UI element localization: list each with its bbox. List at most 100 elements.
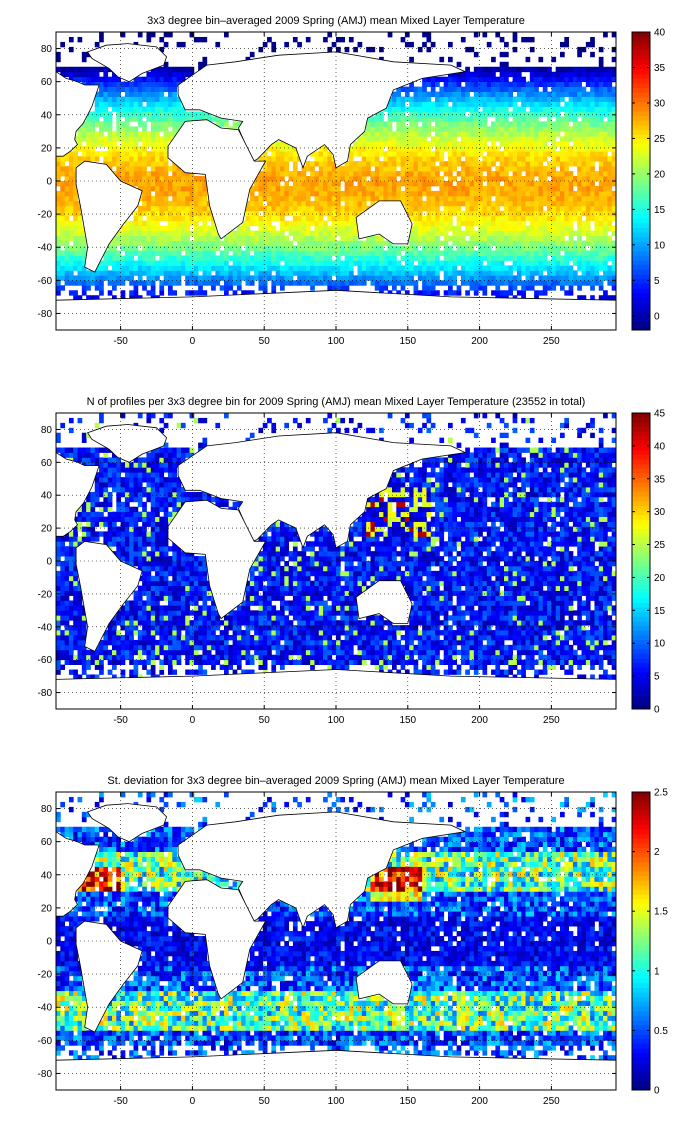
heatmap-cell [348,270,354,276]
heatmap-cell [370,260,376,266]
heatmap-cell [426,649,432,656]
heatmap-cell [297,220,302,227]
heatmap-cell [508,146,514,152]
heatmap-cell [452,669,458,675]
heatmap-cell [400,151,406,157]
heatmap-cell [534,210,539,217]
heatmap-cell [560,280,565,286]
heatmap-cell [357,190,363,197]
heatmap-cell [150,280,156,286]
heatmap-cell [176,210,182,217]
heatmap-cell [275,151,281,157]
heatmap-cell [340,280,346,286]
heatmap-cell [314,255,320,261]
heatmap-cell [271,156,277,162]
heatmap-cell [206,210,212,217]
heatmap-cell [202,56,208,63]
heatmap-cell [142,240,147,246]
heatmap-cell [120,161,126,167]
heatmap-cell [305,181,311,187]
heatmap-cell [499,649,505,656]
heatmap-cell [142,136,147,142]
heatmap-cell [228,654,234,661]
heatmap-cell [56,220,61,227]
heatmap-cell [585,185,591,192]
heatmap-cell [249,205,255,212]
heatmap-cell [499,195,505,202]
heatmap-cell [68,220,74,227]
heatmap-cell [172,255,178,261]
heatmap-cell [155,275,160,281]
heatmap-cell [301,230,307,237]
heatmap-cell [172,654,178,661]
heatmap-cell [392,96,397,102]
heatmap-cell [292,190,298,197]
heatmap-cell [478,136,483,142]
heatmap-cell [193,275,199,281]
heatmap-cell [318,649,324,656]
heatmap-cell [611,270,616,276]
heatmap-cell [611,205,616,212]
heatmap-cell [465,240,470,246]
heatmap-cell [193,215,199,222]
heatmap-cell [176,176,182,182]
heatmap-cell [499,245,505,251]
heatmap-cell [383,649,389,656]
heatmap-cell [94,270,100,276]
heatmap-cell [564,190,570,197]
heatmap-cell [499,81,505,88]
heatmap-cell [107,255,113,261]
heatmap-cell [155,649,160,656]
heatmap-cell [443,270,449,276]
heatmap-cell [323,255,328,261]
heatmap-cell [348,185,354,192]
heatmap-cell [146,280,152,286]
heatmap-cell [577,255,582,261]
heatmap-cell [521,285,526,291]
heatmap-cell [504,200,509,207]
heatmap-cell [129,280,134,286]
heatmap-cell [512,151,518,157]
heatmap-cell [547,185,552,192]
heatmap-cell [344,659,350,665]
heatmap-cell [236,121,242,127]
heatmap-cell [344,200,350,207]
heatmap-cell [564,200,570,207]
heatmap-cell [301,220,307,227]
heatmap-cell [348,36,354,43]
heatmap-cell [525,215,531,222]
heatmap-cell [133,181,139,187]
heatmap-cell [560,654,565,661]
heatmap-cell [370,181,376,187]
heatmap-cell [90,121,96,127]
heatmap-cell [202,111,208,117]
heatmap-cell [56,166,61,172]
heatmap-cell [168,225,173,232]
heatmap-cell [288,659,294,665]
heatmap-cell [525,176,531,182]
heatmap-cell [387,136,393,142]
heatmap-cell [417,126,423,132]
heatmap-cell [116,240,122,246]
heatmap-cell [142,195,147,202]
heatmap-cell [422,659,427,665]
heatmap-cell [417,181,423,187]
heatmap-cell [224,285,229,291]
heatmap-cell [107,131,113,137]
heatmap-cell [361,195,367,202]
heatmap-cell [336,240,341,246]
heatmap-cell [180,185,186,192]
heatmap-cell [280,146,285,152]
heatmap-cell [137,121,143,127]
heatmap-cell [249,255,255,261]
heatmap-cell [577,200,582,207]
heatmap-cell [508,270,514,276]
heatmap-cell [236,255,242,261]
heatmap-cell [90,270,96,276]
heatmap-cell [94,649,100,656]
heatmap-cell [370,161,376,167]
heatmap-cell [564,131,570,137]
heatmap-cell [150,644,156,651]
heatmap-cell [292,270,298,276]
heatmap-cell [534,669,539,675]
